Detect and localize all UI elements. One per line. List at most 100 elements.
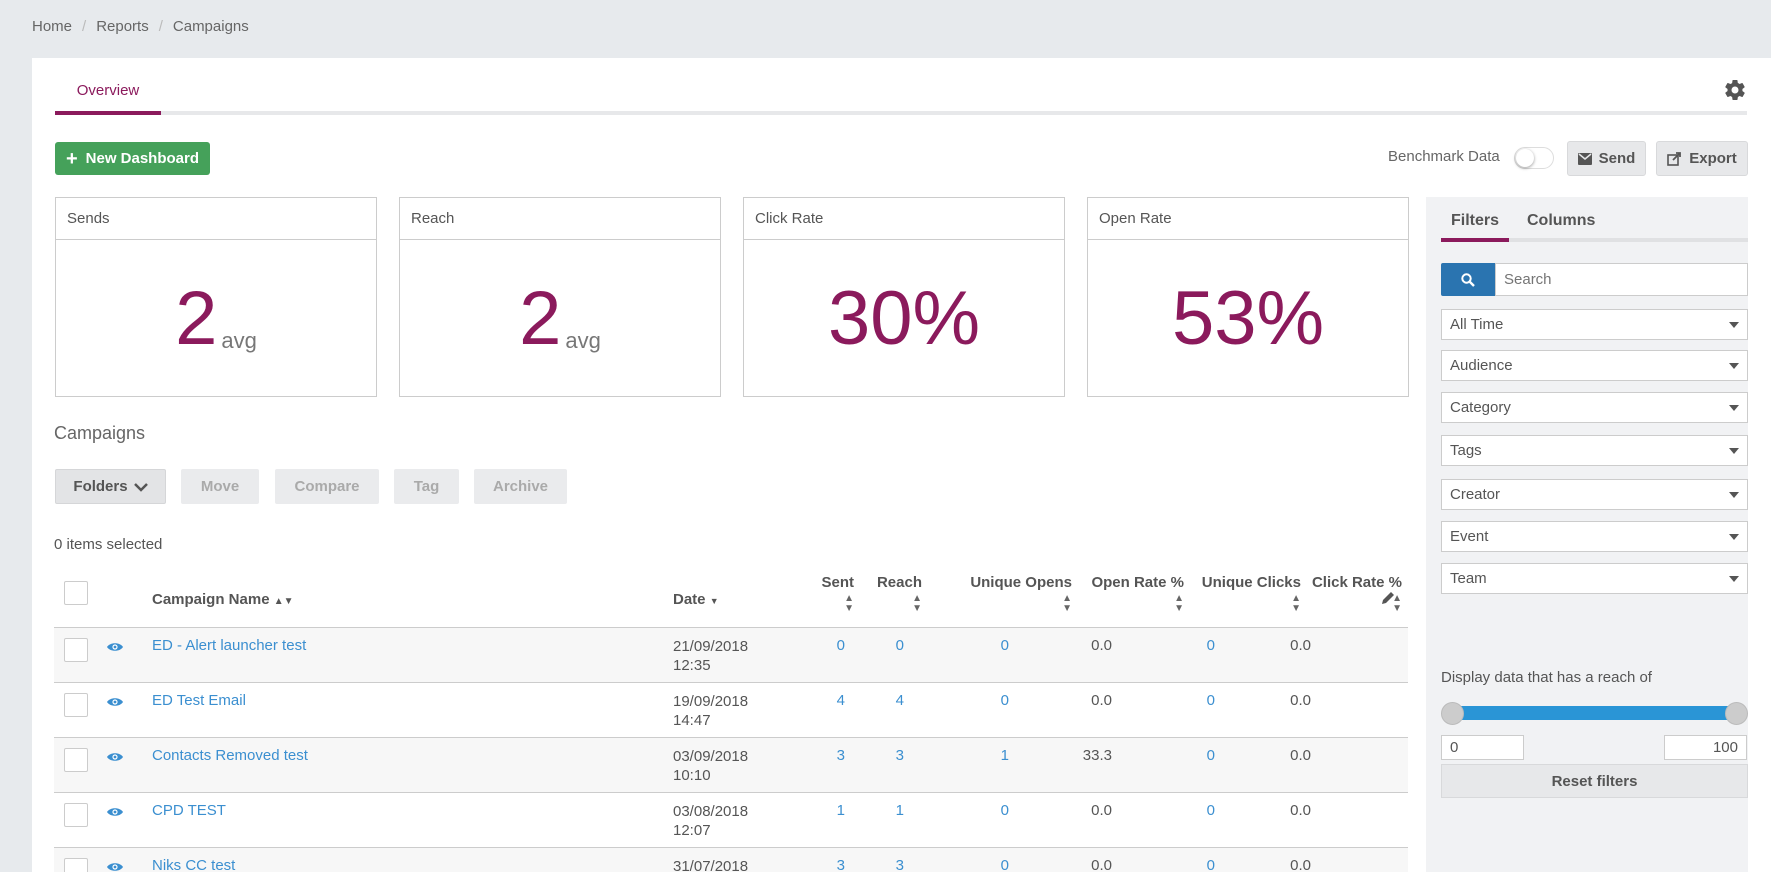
- cell-reach[interactable]: 3: [895, 857, 904, 872]
- cell-click-rate: 0.0: [1290, 802, 1311, 819]
- col-campaign-name[interactable]: Campaign Name ▲▼: [152, 591, 294, 608]
- cell-sent[interactable]: 3: [836, 747, 845, 764]
- eye-icon[interactable]: [106, 750, 124, 764]
- breadcrumb-reports[interactable]: Reports: [96, 18, 149, 35]
- cell-sent[interactable]: 3: [836, 857, 845, 872]
- campaign-name-link[interactable]: CPD TEST: [152, 802, 226, 819]
- reach-slider-min-handle[interactable]: [1441, 702, 1464, 725]
- breadcrumb: Home / Reports / Campaigns: [32, 18, 249, 35]
- move-button[interactable]: Move: [181, 469, 259, 504]
- cell-click-rate: 0.0: [1290, 747, 1311, 764]
- sort-icon: ▲ ▼: [1062, 593, 1072, 614]
- row-checkbox[interactable]: [64, 748, 88, 772]
- cell-opens[interactable]: 0: [1000, 857, 1009, 872]
- new-dashboard-button[interactable]: + New Dashboard: [55, 142, 210, 175]
- campaign-name-link[interactable]: Contacts Removed test: [152, 747, 308, 764]
- tag-button[interactable]: Tag: [394, 469, 459, 504]
- pencil-icon[interactable]: [1380, 590, 1396, 606]
- row-checkbox[interactable]: [64, 638, 88, 662]
- search-box: [1441, 263, 1748, 296]
- reset-filters-button[interactable]: Reset filters: [1441, 764, 1748, 798]
- cell-click-rate: 0.0: [1290, 637, 1311, 654]
- dropdown-category[interactable]: Category: [1441, 392, 1748, 423]
- cell-clicks[interactable]: 0: [1206, 802, 1215, 819]
- row-checkbox[interactable]: [64, 693, 88, 717]
- col-sent[interactable]: Sent ▲ ▼: [792, 574, 854, 614]
- col-reach[interactable]: Reach ▲ ▼: [860, 574, 922, 614]
- search-input[interactable]: [1495, 263, 1748, 296]
- export-label: Export: [1689, 150, 1737, 167]
- campaign-name-link[interactable]: ED - Alert launcher test: [152, 637, 307, 654]
- archive-button[interactable]: Archive: [474, 469, 567, 504]
- eye-icon[interactable]: [106, 695, 124, 709]
- reach-label: Display data that has a reach of: [1441, 669, 1652, 686]
- col-date[interactable]: Date ▼: [673, 591, 719, 608]
- dropdown-team[interactable]: Team: [1441, 563, 1748, 594]
- reach-min-input[interactable]: [1441, 735, 1524, 760]
- cell-opens[interactable]: 0: [1000, 637, 1009, 654]
- cell-sent[interactable]: 1: [836, 802, 845, 819]
- benchmark-label: Benchmark Data: [1388, 148, 1500, 165]
- row-checkbox[interactable]: [64, 858, 88, 872]
- reach-slider-track[interactable]: [1452, 706, 1738, 720]
- cell-sent[interactable]: 0: [836, 637, 845, 654]
- search-button[interactable]: [1441, 263, 1495, 296]
- stat-title: Open Rate: [1088, 198, 1408, 240]
- dropdown-tags[interactable]: Tags: [1441, 435, 1748, 466]
- folders-button[interactable]: Folders: [55, 469, 166, 504]
- dropdown-creator[interactable]: Creator: [1441, 479, 1748, 510]
- cell-clicks[interactable]: 0: [1206, 637, 1215, 654]
- reach-slider-max-handle[interactable]: [1725, 702, 1748, 725]
- breadcrumb-home[interactable]: Home: [32, 18, 73, 35]
- table-row: ED - Alert launcher test 21/09/2018 12:35 0…: [54, 628, 1408, 683]
- export-button[interactable]: Export: [1656, 141, 1748, 176]
- send-label: Send: [1598, 150, 1636, 167]
- col-open-rate[interactable]: Open Rate % ▲ ▼: [1072, 574, 1184, 614]
- col-unique-opens[interactable]: Unique Opens ▲ ▼: [922, 574, 1072, 614]
- eye-icon[interactable]: [106, 805, 124, 819]
- benchmark-toggle[interactable]: [1514, 147, 1554, 169]
- cell-opens[interactable]: 0: [1000, 802, 1009, 819]
- stat-title: Click Rate: [744, 198, 1064, 240]
- sort-icon: ▲ ▼: [912, 593, 922, 614]
- cell-click-rate: 0.0: [1290, 692, 1311, 709]
- eye-icon[interactable]: [106, 640, 124, 654]
- send-button[interactable]: Send: [1567, 141, 1646, 176]
- campaign-name-link[interactable]: Niks CC test: [152, 857, 236, 872]
- row-checkbox[interactable]: [64, 803, 88, 827]
- cell-reach[interactable]: 1: [895, 802, 904, 819]
- cell-clicks[interactable]: 0: [1206, 692, 1215, 709]
- selected-count: 0 items selected: [54, 536, 163, 553]
- cell-reach[interactable]: 3: [895, 747, 904, 764]
- dropdown-audience[interactable]: Audience: [1441, 350, 1748, 381]
- tab-columns[interactable]: Columns: [1527, 212, 1596, 229]
- stat-value: 2: [519, 275, 562, 361]
- dropdown-event[interactable]: Event: [1441, 521, 1748, 552]
- cell-reach[interactable]: 0: [895, 637, 904, 654]
- folders-label: Folders: [73, 478, 128, 495]
- stat-unit: avg: [221, 328, 257, 353]
- gear-icon[interactable]: [1723, 78, 1747, 102]
- tab-bar: Overview: [55, 58, 1747, 115]
- cell-clicks[interactable]: 0: [1206, 747, 1215, 764]
- col-unique-clicks[interactable]: Unique Clicks ▲ ▼: [1184, 574, 1301, 614]
- cell-opens[interactable]: 0: [1000, 692, 1009, 709]
- cell-opens[interactable]: 1: [1000, 747, 1009, 764]
- campaign-date: 03/08/2018 12:07: [673, 803, 749, 839]
- select-all-checkbox[interactable]: [64, 581, 88, 605]
- reach-max-input[interactable]: [1664, 735, 1747, 760]
- cell-reach[interactable]: 4: [895, 692, 904, 709]
- stat-card-open-rate: Open Rate 53%: [1087, 197, 1409, 397]
- table-body: ED - Alert launcher test 21/09/2018 12:35 0…: [54, 628, 1408, 872]
- cell-clicks[interactable]: 0: [1206, 857, 1215, 872]
- plus-icon: +: [65, 147, 78, 170]
- eye-icon[interactable]: [106, 860, 124, 872]
- tab-overview[interactable]: Overview: [55, 82, 161, 115]
- campaign-name-link[interactable]: ED Test Email: [152, 692, 246, 709]
- compare-button[interactable]: Compare: [275, 469, 379, 504]
- tab-filters[interactable]: Filters: [1441, 212, 1510, 242]
- dropdown-time[interactable]: All Time: [1441, 309, 1748, 340]
- col-click-rate[interactable]: Click Rate % ▲ ▼: [1301, 574, 1402, 614]
- cell-open-rate: 0.0: [1091, 857, 1112, 872]
- cell-sent[interactable]: 4: [836, 692, 845, 709]
